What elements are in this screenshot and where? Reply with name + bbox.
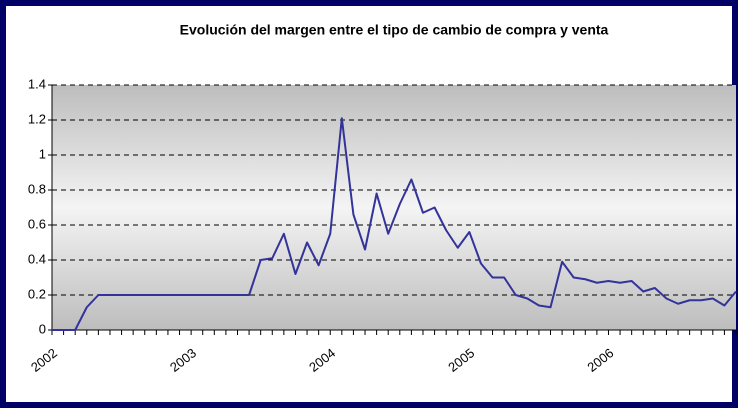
data-line xyxy=(52,117,737,331)
y-tick-label: 0.8 xyxy=(28,181,46,196)
plot-area xyxy=(52,85,736,330)
chart-title: Evolución del margen entre el tipo de ca… xyxy=(180,22,609,38)
y-tick-label: 0.2 xyxy=(28,286,46,301)
y-tick-label: 0.4 xyxy=(28,251,46,266)
y-tick-label: 1 xyxy=(39,146,46,161)
y-tick-label: 0.6 xyxy=(28,216,46,231)
y-tick-label: 0 xyxy=(39,321,46,336)
y-tick-label: 1.2 xyxy=(28,111,46,126)
y-tick-label: 1.4 xyxy=(28,76,46,91)
